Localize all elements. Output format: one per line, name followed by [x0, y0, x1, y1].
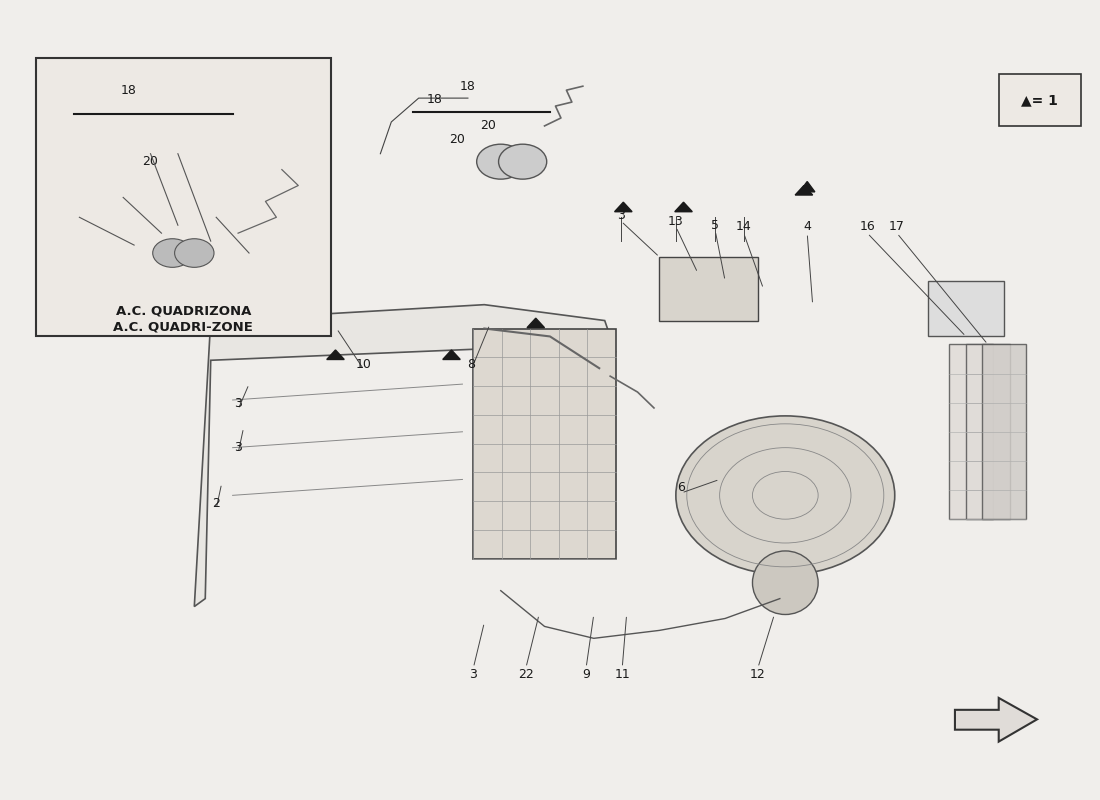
- Bar: [659, 257, 758, 321]
- Polygon shape: [615, 202, 632, 212]
- Bar: [473, 329, 616, 559]
- Text: 12: 12: [750, 667, 766, 681]
- Text: A.C. QUADRI-ZONE: A.C. QUADRI-ZONE: [113, 321, 253, 334]
- Text: ▲= 1: ▲= 1: [1021, 93, 1058, 107]
- Text: 18: 18: [460, 80, 476, 93]
- Text: 5: 5: [712, 218, 719, 232]
- Circle shape: [175, 238, 214, 267]
- Text: 4: 4: [803, 220, 811, 234]
- Text: 3: 3: [470, 667, 477, 681]
- Circle shape: [498, 144, 547, 179]
- Text: 18: 18: [121, 84, 136, 97]
- Polygon shape: [327, 350, 344, 359]
- Circle shape: [476, 144, 525, 179]
- Polygon shape: [955, 698, 1037, 742]
- Text: 2: 2: [212, 497, 220, 510]
- Bar: [999, 74, 1081, 126]
- Text: 22: 22: [518, 667, 534, 681]
- Text: 3: 3: [234, 398, 242, 410]
- Text: 3: 3: [617, 209, 625, 222]
- Bar: [949, 344, 993, 519]
- Polygon shape: [442, 350, 460, 359]
- Text: 13: 13: [668, 214, 684, 228]
- Text: 20: 20: [143, 155, 158, 168]
- Ellipse shape: [752, 551, 818, 614]
- Text: 20: 20: [480, 119, 496, 133]
- Polygon shape: [195, 305, 616, 606]
- Bar: [966, 344, 1010, 519]
- Text: 11: 11: [615, 667, 630, 681]
- Circle shape: [153, 238, 192, 267]
- Text: 20: 20: [449, 133, 465, 146]
- Bar: [35, 58, 331, 337]
- Text: 10: 10: [356, 358, 372, 370]
- Text: 8: 8: [468, 358, 475, 370]
- Text: 18: 18: [427, 93, 443, 106]
- Bar: [982, 344, 1026, 519]
- Polygon shape: [527, 318, 544, 328]
- Bar: [927, 281, 1004, 337]
- Text: 14: 14: [736, 220, 751, 234]
- Text: 17: 17: [889, 220, 905, 234]
- Polygon shape: [800, 182, 815, 192]
- Circle shape: [675, 416, 894, 574]
- Polygon shape: [674, 202, 692, 212]
- Text: 3: 3: [234, 441, 242, 454]
- Polygon shape: [795, 186, 813, 195]
- Text: 9: 9: [582, 667, 590, 681]
- Text: A.C. QUADRIZONA: A.C. QUADRIZONA: [116, 305, 251, 318]
- Text: 6: 6: [678, 481, 685, 494]
- Text: 16: 16: [859, 220, 876, 234]
